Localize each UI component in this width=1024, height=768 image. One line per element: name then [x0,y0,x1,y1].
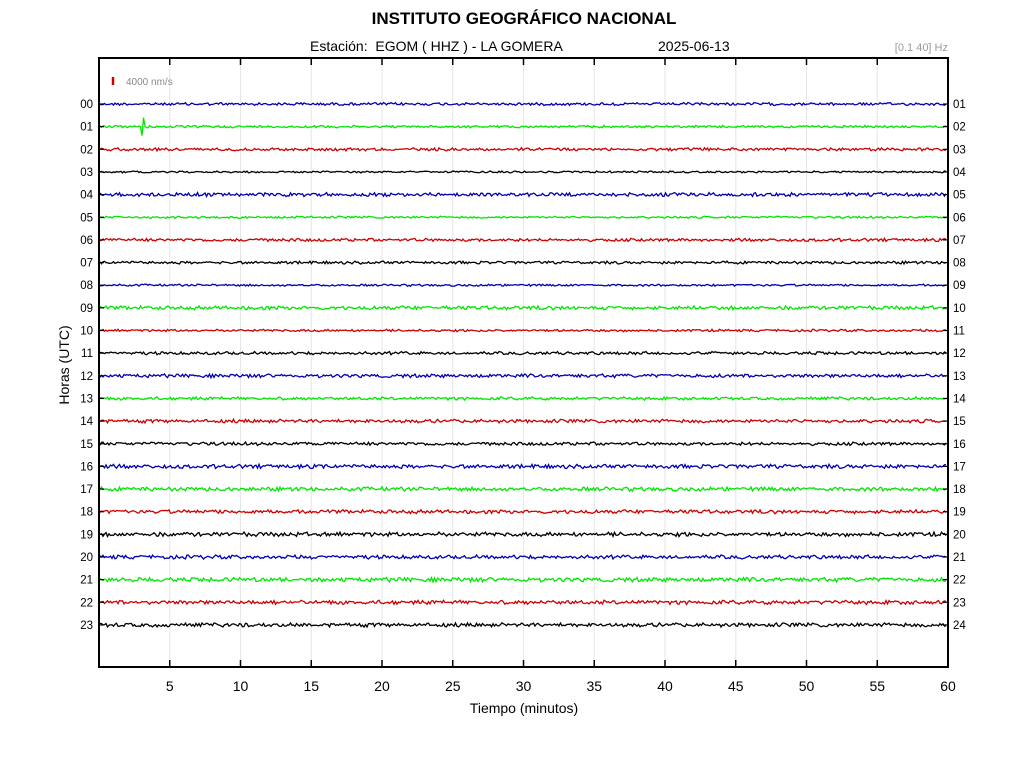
traces [99,101,947,629]
y-tick-label-left: 02 [80,144,93,156]
trace-hour-16 [99,462,947,470]
y-tick-label-left: 09 [80,303,93,315]
y-tick-label-left: 20 [80,552,93,564]
y-tick-label-right: 19 [953,507,966,519]
scale-label: 4000 nm/s [126,77,173,88]
y-tick-label-right: 10 [953,303,966,315]
y-tick-label-right: 09 [953,280,966,292]
y-tick-label-right: 20 [953,529,966,541]
trace-hour-01 [99,117,947,136]
trace-hour-07 [99,259,947,266]
y-tick-label-left: 08 [80,280,93,292]
y-tick-label-left: 12 [80,371,93,383]
x-tick-label: 35 [586,678,602,694]
y-tick-label-left: 01 [80,122,93,134]
trace-hour-11 [99,350,947,356]
trace-hour-20 [99,553,947,561]
trace-hour-13 [99,395,947,402]
trace-hour-10 [99,328,947,333]
x-tick-label: 15 [303,678,319,694]
trace-hour-05 [99,215,947,220]
date-label: 2025-06-13 [658,38,730,54]
trace-hour-02 [99,146,947,153]
trace-hour-15 [99,440,947,447]
x-tick-label: 45 [728,678,744,694]
y-tick-label-right: 13 [953,371,966,383]
trace-hour-00 [99,101,947,107]
trace-hour-17 [99,485,947,493]
trace-hour-22 [99,599,947,606]
x-tick-label: 55 [869,678,885,694]
y-tick-label-right: 21 [953,552,966,564]
trace-hour-23 [99,621,947,629]
y-tick-label-left: 17 [80,484,93,496]
y-tick-label-right: 23 [953,597,966,609]
trace-hour-19 [99,530,947,539]
y-tick-label-right: 16 [953,439,966,451]
y-tick-label-right: 17 [953,461,966,473]
trace-hour-14 [99,417,947,425]
y-tick-label-left: 15 [80,439,93,451]
y-tick-label-left: 16 [80,461,93,473]
y-tick-label-right: 06 [953,212,966,224]
trace-hour-21 [99,575,947,584]
y-tick-label-left: 19 [80,529,93,541]
y-tick-label-right: 04 [953,167,966,179]
x-tick-label: 50 [799,678,815,694]
trace-hour-08 [99,283,947,288]
y-tick-label-left: 10 [80,326,93,338]
trace-hour-12 [99,372,947,380]
y-tick-label-left: 21 [80,575,93,587]
y-tick-label-left: 14 [80,416,93,428]
x-axis-label: Tiempo (minutos) [469,700,579,716]
y-tick-label-left: 22 [80,597,93,609]
y-tick-label-left: 03 [80,167,93,179]
plot-frame [98,57,949,668]
y-tick-label-right: 01 [953,99,966,111]
y-tick-label-right: 05 [953,190,966,202]
x-tick-label: 60 [940,678,956,694]
trace-hour-09 [99,304,947,312]
y-tick-label-right: 14 [953,393,966,405]
y-tick-label-right: 07 [953,235,966,247]
y-tick-label-left: 04 [80,190,93,202]
trace-hour-04 [99,191,947,199]
y-tick-label-right: 11 [953,326,965,338]
y-tick-label-right: 02 [953,122,966,134]
x-tick-label: 10 [233,678,249,694]
x-tick-label: 5 [166,678,174,694]
scale-indicator: 4000 nm/s [111,77,173,88]
chart-title: INSTITUTO GEOGRÁFICO NACIONAL [371,9,677,28]
y-tick-label-left: 06 [80,235,93,247]
grid-lines [169,58,878,667]
y-tick-label-left: 18 [80,507,93,519]
y-tick-label-right: 08 [953,258,966,270]
y-tick-label-left: 11 [81,348,93,360]
station-label: Estación: EGOM ( HHZ ) - LA GOMERA [310,38,563,54]
y-tick-label-right: 18 [953,484,966,496]
y-tick-label-left: 23 [80,620,93,632]
y-tick-label-left: 05 [80,212,93,224]
y-tick-label-right: 03 [953,144,966,156]
x-tick-label: 30 [516,678,532,694]
trace-hour-18 [99,508,947,515]
y-tick-label-right: 15 [953,416,966,428]
y-tick-label-right: 22 [953,575,966,587]
x-tick-label: 25 [445,678,461,694]
y-tick-label-left: 13 [80,393,93,405]
axis-tick-labels: 5 10 15 20 25 30 35 40 45 50 55 60 00 01 01 02 02 03 03 04 0… [80,99,966,694]
x-tick-label: 40 [657,678,673,694]
y-tick-label-right: 24 [953,620,966,632]
x-tick-label: 20 [374,678,390,694]
filter-band-label: [0.1 40] Hz [894,42,948,54]
trace-hour-03 [99,170,947,174]
y-tick-label-right: 12 [953,348,966,360]
y-tick-label-left: 00 [80,99,93,111]
trace-hour-06 [99,236,947,243]
y-tick-label-left: 07 [80,258,93,270]
